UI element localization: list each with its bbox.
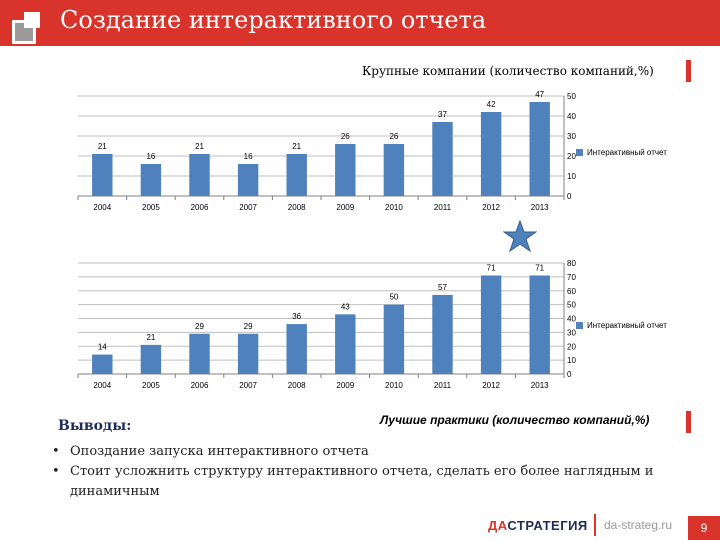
- x-tick-label: 2007: [239, 203, 257, 212]
- x-tick-label: 2005: [142, 381, 160, 390]
- legend-label: Интерактивный отчет: [587, 321, 667, 330]
- legend-label: Интерактивный отчет: [587, 148, 667, 157]
- conclusion-item: Стоит усложнить структуру интерактивного…: [50, 462, 700, 502]
- chart-bar: [529, 102, 550, 196]
- data-label: 47: [535, 90, 544, 99]
- site-link[interactable]: da-strateg.ru: [604, 518, 673, 532]
- x-tick-label: 2013: [531, 381, 549, 390]
- data-label: 71: [535, 263, 544, 272]
- chart-bar: [286, 154, 307, 196]
- y-tick-label: 50: [567, 92, 576, 101]
- y-tick-label: 10: [567, 356, 576, 365]
- y-tick-label: 0: [567, 192, 572, 201]
- data-label: 43: [341, 302, 350, 311]
- legend-swatch: [576, 149, 583, 156]
- x-tick-label: 2005: [142, 203, 160, 212]
- legend-swatch: [576, 322, 583, 329]
- header-bar: Создание интерактивного отчета: [0, 0, 720, 46]
- logo-square-accent-icon: [24, 12, 40, 28]
- chart-bar: [480, 275, 502, 374]
- brand-logo: ДАСТРАТЕГИЯ: [488, 518, 588, 533]
- x-tick-label: 2010: [385, 381, 403, 390]
- chart-bar: [140, 164, 162, 196]
- chart-bar: [335, 144, 356, 196]
- y-tick-label: 0: [567, 370, 572, 379]
- data-label: 26: [389, 132, 398, 141]
- x-tick-label: 2008: [288, 203, 306, 212]
- data-label: 26: [341, 132, 350, 141]
- data-label: 42: [487, 100, 496, 109]
- y-tick-label: 50: [567, 301, 576, 310]
- y-tick-label: 70: [567, 273, 576, 282]
- chart-bar: [383, 144, 405, 196]
- data-label: 16: [146, 152, 155, 161]
- conclusions-list: Опоздание запуска интерактивного отчета …: [50, 442, 700, 502]
- x-tick-label: 2004: [93, 203, 111, 212]
- y-tick-label: 60: [567, 287, 576, 296]
- chart-bar: [286, 324, 307, 374]
- chart-bar: [335, 314, 356, 374]
- chart-bar: [432, 294, 453, 374]
- chart2-title: Лучшие практики (количество компаний,%): [380, 413, 650, 427]
- chart-bar: [189, 333, 210, 374]
- y-tick-label: 30: [567, 132, 576, 141]
- chart-bar: [189, 154, 210, 196]
- data-label: 57: [438, 283, 447, 292]
- page-title: Создание интерактивного отчета: [60, 6, 487, 34]
- data-label: 50: [389, 293, 398, 302]
- data-label: 36: [292, 312, 301, 321]
- chart-bar: [383, 304, 405, 374]
- conclusion-item: Опоздание запуска интерактивного отчета: [50, 442, 700, 462]
- chart-bar: [237, 333, 259, 374]
- data-label: 21: [195, 142, 204, 151]
- star-icon: [503, 220, 537, 252]
- data-label: 16: [244, 152, 253, 161]
- brand-name: СТРАТЕГИЯ: [507, 518, 588, 533]
- y-tick-label: 80: [567, 259, 576, 268]
- y-tick-label: 20: [567, 152, 576, 161]
- data-label: 37: [438, 110, 447, 119]
- data-label: 14: [98, 343, 107, 352]
- x-tick-label: 2009: [336, 203, 354, 212]
- chart-bar: [432, 122, 453, 196]
- chart-bar: [140, 344, 162, 374]
- x-tick-label: 2004: [93, 381, 111, 390]
- x-tick-label: 2006: [191, 381, 209, 390]
- x-tick-label: 2011: [434, 203, 452, 212]
- chart2-title-accent: [686, 411, 691, 433]
- data-label: 29: [244, 322, 253, 331]
- x-tick-label: 2012: [482, 203, 500, 212]
- x-tick-label: 2012: [482, 381, 500, 390]
- x-tick-label: 2006: [191, 203, 209, 212]
- x-tick-label: 2009: [336, 381, 354, 390]
- chart-bar: [92, 154, 113, 196]
- x-tick-label: 2008: [288, 381, 306, 390]
- y-tick-label: 40: [567, 315, 576, 324]
- y-tick-label: 10: [567, 172, 576, 181]
- data-label: 21: [146, 333, 155, 342]
- data-label: 29: [195, 322, 204, 331]
- chart-bar: [237, 164, 259, 196]
- brand-prefix: ДА: [488, 518, 508, 533]
- data-label: 21: [98, 142, 107, 151]
- brand-separator: [594, 514, 596, 536]
- conclusions-heading: Выводы:: [58, 418, 132, 434]
- chart1-title: Крупные компании (количество компаний,%): [362, 64, 654, 78]
- x-tick-label: 2007: [239, 381, 257, 390]
- chart1-title-accent: [686, 60, 691, 82]
- y-tick-label: 20: [567, 342, 576, 351]
- y-tick-label: 30: [567, 328, 576, 337]
- data-label: 21: [292, 142, 301, 151]
- chart-bar: [529, 275, 550, 374]
- x-tick-label: 2011: [434, 381, 452, 390]
- chart-bar: [480, 112, 502, 196]
- page-number: 9: [688, 516, 720, 540]
- x-tick-label: 2010: [385, 203, 403, 212]
- y-tick-label: 40: [567, 112, 576, 121]
- x-tick-label: 2013: [531, 203, 549, 212]
- chart-bar: [92, 354, 113, 374]
- data-label: 71: [487, 263, 496, 272]
